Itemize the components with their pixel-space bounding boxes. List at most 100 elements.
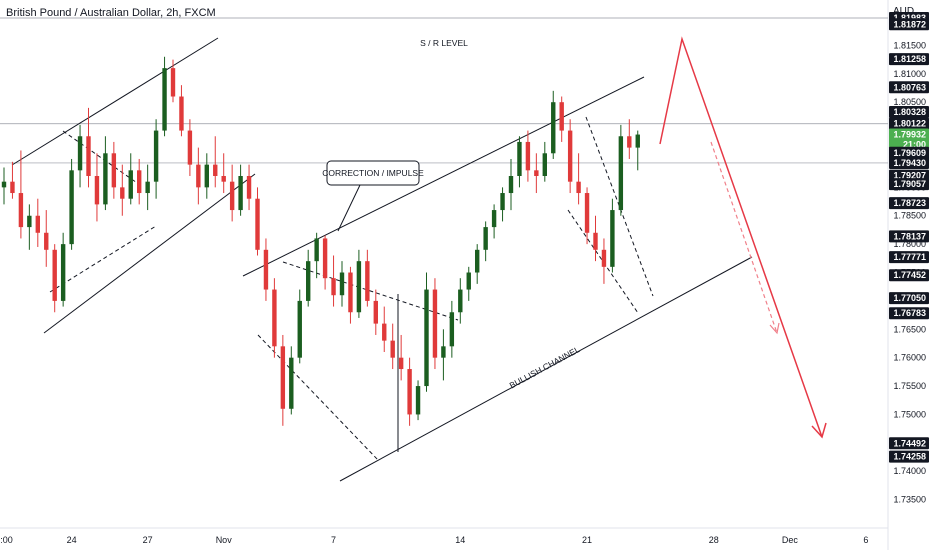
- sr-label-bg: [416, 37, 472, 49]
- candle-body: [204, 164, 209, 188]
- candle-body: [10, 181, 15, 194]
- candle-body: [69, 170, 74, 245]
- candle-body: [103, 153, 108, 205]
- candle-body: [618, 136, 624, 211]
- candle-body: [382, 323, 387, 341]
- candle-body: [196, 164, 201, 188]
- candle-body: [610, 210, 615, 267]
- bullish-channel-label: BULLISH CHANNEL: [508, 344, 582, 390]
- candle-body: [635, 134, 640, 148]
- candle-body: [314, 238, 319, 262]
- time-tick-label: 7: [331, 535, 336, 545]
- price-tag: [889, 156, 929, 169]
- candle-body: [551, 102, 556, 154]
- price-tag: [889, 437, 929, 450]
- projection-dashed-path: [710, 141, 778, 334]
- price-tag-label: 1.79609: [893, 148, 926, 158]
- price-tick-label: 1.76500: [893, 324, 926, 334]
- currency-label: AUD: [893, 6, 915, 17]
- callout-label: CORRECTION / IMPULSE: [322, 168, 424, 178]
- candle-body: [111, 153, 117, 188]
- candle-body: [137, 170, 142, 194]
- wedge-dash-upper: [62, 130, 141, 186]
- price-tick-label: 1.76000: [893, 353, 926, 363]
- candle-body: [466, 272, 471, 290]
- candle-body: [627, 136, 632, 148]
- candle-body: [525, 141, 531, 171]
- chart-title: British Pound / Australian Dollar, 2h, F…: [6, 7, 216, 19]
- price-tick-label: 1.78000: [893, 239, 926, 249]
- time-tick-label: Dec: [782, 535, 799, 545]
- candles-layer: [1, 56, 640, 426]
- price-tag-label: 1.76783: [893, 308, 926, 318]
- price-tick-label: 1.75500: [893, 381, 926, 391]
- candle-body: [534, 170, 539, 176]
- candle-body: [263, 249, 269, 290]
- price-tick-label: 1.81500: [893, 40, 926, 50]
- price-tag-label: 1.77771: [893, 252, 926, 262]
- candle-body: [255, 198, 260, 250]
- time-tick-label: Nov: [216, 535, 233, 545]
- candle-body: [280, 346, 286, 409]
- candle-body: [1, 181, 7, 188]
- time-tick-label: 21: [582, 535, 592, 545]
- candle-body: [483, 227, 488, 250]
- price-tick-label: 1.80500: [893, 97, 926, 107]
- candle-body: [306, 261, 311, 301]
- candle-body: [229, 181, 235, 211]
- triangle-dash-lower: [257, 334, 379, 461]
- candle-body: [491, 210, 497, 228]
- price-tick-label: 1.74000: [893, 466, 926, 476]
- candle-body: [94, 176, 100, 205]
- price-tag: [889, 81, 929, 94]
- price-tag-label: 1.81258: [893, 54, 926, 64]
- price-tag-label: 1.77050: [893, 293, 926, 303]
- candle-body: [508, 176, 514, 194]
- time-tick-label: 24: [67, 535, 77, 545]
- price-tag-label: 1.74258: [893, 452, 926, 462]
- candle-body: [120, 187, 125, 199]
- candle-body: [77, 136, 83, 171]
- candle-body: [348, 272, 353, 313]
- price-tick-label: 1.78500: [893, 211, 926, 221]
- channel-line-lower-1: [43, 173, 256, 334]
- time-axis: 0:002427Nov7142128Dec61219: [0, 535, 868, 545]
- candle-body: [213, 164, 218, 176]
- price-tick-label: 1.75000: [893, 409, 926, 419]
- candle-body: [475, 249, 480, 273]
- projection-arrowhead: [811, 422, 827, 439]
- time-tick-label: 28: [709, 535, 719, 545]
- price-tag-label: 1.79932: [893, 129, 926, 139]
- candle-body: [27, 215, 32, 228]
- price-tag-label: 1.79207: [893, 171, 926, 181]
- candle-body: [593, 232, 598, 250]
- candle-body: [331, 278, 336, 296]
- time-tick-label: 6: [863, 535, 868, 545]
- sr-level-label: S / R LEVEL: [420, 38, 468, 48]
- candle-body: [246, 176, 252, 199]
- price-tag: [889, 117, 929, 130]
- candle-body: [145, 181, 150, 194]
- candle-body: [60, 244, 66, 301]
- channel-line-upper-2: [242, 76, 645, 277]
- price-tag-label: 1.77452: [893, 270, 926, 280]
- candle-body: [52, 249, 57, 301]
- price-tag: [889, 269, 929, 282]
- candle-body: [339, 272, 345, 296]
- callout-box: [326, 160, 420, 186]
- candle-body: [407, 369, 412, 415]
- time-tick-label: 27: [143, 535, 153, 545]
- price-tag-label: 1.79057: [893, 179, 926, 189]
- candle-body: [441, 346, 446, 358]
- candle-body: [365, 261, 370, 301]
- candle-body: [449, 312, 455, 347]
- wedge-dash-right-1: [585, 116, 654, 297]
- price-tag-label: 1.79430: [893, 158, 926, 168]
- candle-body: [390, 340, 395, 358]
- price-tick-label: 1.73500: [893, 495, 926, 505]
- candle-body: [398, 357, 404, 370]
- time-tick-label: 14: [455, 535, 465, 545]
- price-tag-label: 1.78723: [893, 198, 926, 208]
